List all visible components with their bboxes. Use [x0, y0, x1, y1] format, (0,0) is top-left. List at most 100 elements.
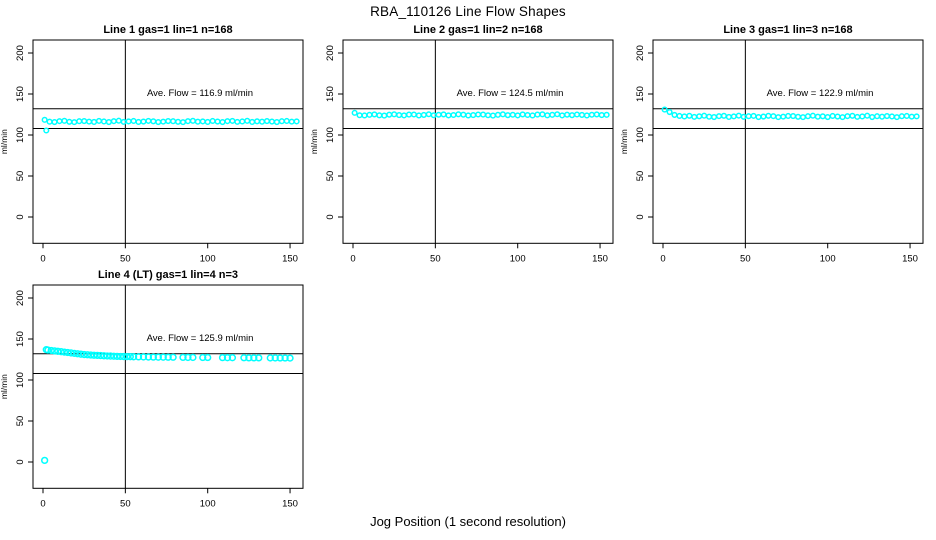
flow-data-point	[883, 113, 891, 120]
x-tick-label: 50	[120, 498, 131, 509]
flow-data-point	[765, 112, 772, 119]
y-tick-label: 0	[15, 214, 26, 219]
flow-data-point	[70, 349, 78, 357]
flow-data-point	[255, 354, 263, 362]
plot-box	[32, 284, 304, 489]
x-tick-label: 50	[120, 253, 131, 264]
flow-data-point	[745, 113, 752, 120]
x-tick-label: 50	[430, 253, 441, 264]
flow-data-point	[371, 111, 378, 118]
flow-data-point	[159, 353, 167, 361]
y-tick-label: 150	[15, 331, 26, 347]
flow-data-point	[750, 112, 757, 119]
flow-data-point	[266, 354, 274, 362]
flow-data-point	[179, 353, 187, 362]
flow-data-point	[263, 118, 271, 125]
flow-data-point	[504, 112, 511, 119]
flow-data-point	[554, 111, 561, 118]
flow-data-point	[356, 112, 363, 119]
flow-data-point	[544, 112, 551, 119]
flow-data-point	[139, 353, 148, 361]
flow-data-point	[61, 117, 68, 124]
y-tick-label: 150	[15, 86, 26, 102]
x-axis-label: Jog Position (1 second resolution)	[370, 514, 566, 529]
flow-data-point	[829, 112, 836, 120]
flow-data-point	[184, 118, 191, 125]
flow-data-point	[691, 113, 698, 120]
flow-data-point	[278, 118, 285, 125]
flow-data-point	[804, 113, 811, 120]
y-axis-label: ml/min	[620, 129, 629, 154]
flow-data-point	[780, 113, 787, 120]
flow-data-point	[249, 118, 256, 126]
flow-data-point	[440, 111, 447, 118]
flow-data-point	[184, 353, 192, 362]
flow-data-point	[66, 118, 73, 125]
flow-data-point	[224, 118, 231, 125]
flow-data-point	[405, 111, 413, 118]
flow-data-point	[126, 353, 134, 361]
flow-data-point	[105, 118, 112, 126]
flow-data-point	[465, 112, 472, 119]
flow-data-point	[475, 111, 482, 118]
y-axis-label: ml/min	[310, 129, 319, 154]
flow-data-point	[100, 118, 107, 125]
x-tick-label: 0	[350, 253, 355, 264]
x-tick-label: 150	[902, 253, 918, 264]
flow-data-point	[189, 353, 197, 362]
plot-box	[652, 39, 924, 244]
y-tick-label: 200	[15, 290, 26, 306]
flow-data-point	[90, 351, 98, 359]
flow-data-point	[381, 112, 388, 119]
data-points	[41, 116, 300, 134]
flow-data-point	[396, 112, 403, 119]
flow-data-point	[849, 112, 856, 119]
data-points	[351, 109, 610, 119]
flow-data-point	[110, 118, 117, 125]
flow-data-point	[214, 118, 221, 125]
flow-data-point	[44, 346, 52, 354]
flow-data-point	[903, 112, 910, 120]
flow-data-point	[455, 111, 462, 118]
flow-data-point	[47, 346, 55, 355]
flow-data-point	[164, 353, 172, 361]
flow-data-point	[715, 113, 723, 120]
flow-data-point	[116, 352, 125, 361]
flow-data-point	[194, 118, 201, 125]
flow-data-point	[888, 113, 895, 120]
flow-data-point	[86, 118, 93, 125]
flow-data-point	[386, 111, 393, 118]
flow-data-point	[250, 354, 258, 362]
subplot-line-3: Line 3 gas=1 lin=3 n=168 0 50 100 150 200 0 50 1…	[620, 20, 932, 270]
flow-data-point	[254, 118, 261, 125]
y-tick-label: 100	[15, 372, 26, 388]
flow-data-point	[209, 117, 216, 125]
y-tick-label: 200	[635, 45, 646, 61]
flow-data-point	[681, 113, 688, 120]
flow-data-point	[95, 117, 103, 124]
flow-data-point	[244, 117, 251, 124]
x-tick-label: 0	[660, 253, 665, 264]
flow-data-point	[106, 352, 115, 360]
flow-data-point	[460, 111, 467, 118]
flow-data-point	[666, 108, 673, 116]
flow-data-point	[908, 113, 915, 120]
flow-data-point	[239, 118, 246, 125]
line-1-flow-chart: Line 1 gas=1 lin=1 n=168 0 50 100 150 200 0 50 1…	[0, 24, 304, 264]
subplot-line-4: Line 4 (LT) gas=1 lin=4 n=3 0 50 100 150 200 0…	[0, 265, 312, 515]
y-tick-label: 150	[325, 86, 336, 102]
flow-data-point	[415, 112, 422, 119]
flow-data-point	[229, 117, 236, 124]
y-tick-label: 0	[325, 214, 336, 219]
flow-data-point	[711, 113, 718, 121]
flow-data-point	[583, 112, 590, 119]
flow-data-point	[509, 111, 516, 118]
flow-data-point	[401, 112, 408, 119]
flow-data-point	[281, 354, 289, 362]
flow-data-point	[169, 353, 177, 361]
flow-data-point	[83, 351, 92, 359]
flow-data-point	[129, 353, 138, 361]
flow-data-point	[730, 113, 737, 120]
flow-data-point	[46, 118, 53, 125]
flow-data-point	[259, 118, 266, 125]
